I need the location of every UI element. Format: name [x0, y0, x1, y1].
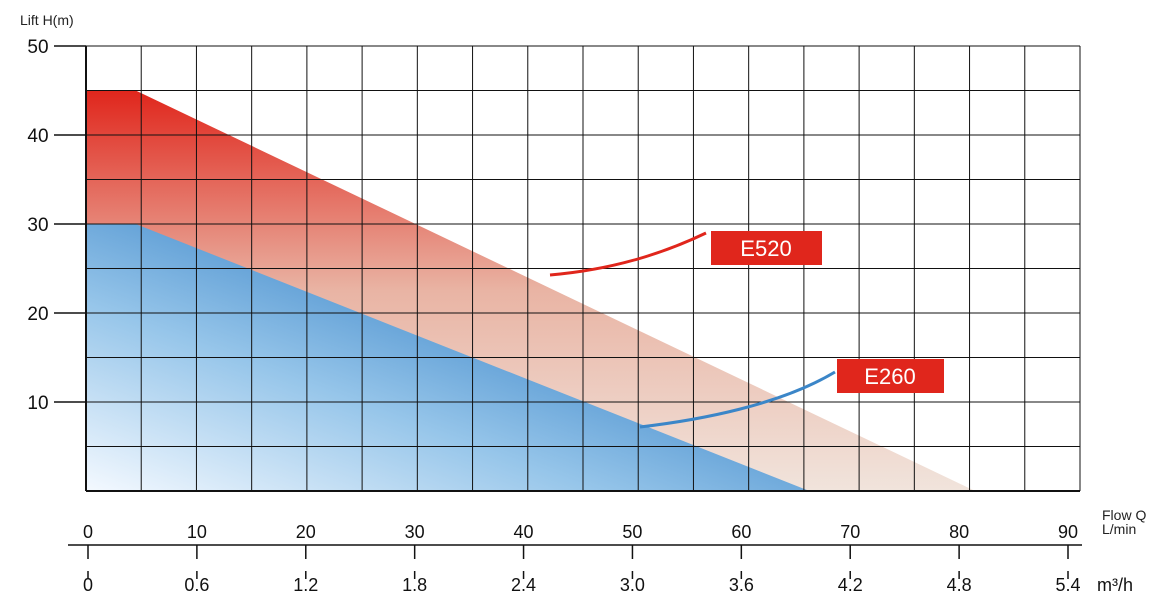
x-axis-unit-primary: L/min: [1102, 521, 1136, 537]
y-axis-title: Lift H(m): [20, 12, 74, 28]
x-tick-label-secondary: 3.0: [620, 575, 645, 595]
y-tick-label: 10: [27, 393, 48, 414]
callout-line-e260: [639, 370, 836, 429]
x-tick-label-secondary: 3.6: [729, 575, 754, 595]
x-tick-label-primary: 70: [840, 522, 860, 542]
series-label-e260: E260: [864, 364, 915, 389]
x-tick-label-secondary: 0: [83, 575, 93, 595]
y-tick-label: 30: [27, 215, 48, 236]
x-tick-label-secondary: 4.2: [838, 575, 863, 595]
x-tick-label-primary: 40: [514, 522, 534, 542]
series-label-box-e260: [837, 359, 944, 393]
x-tick-label-primary: 90: [1058, 522, 1078, 542]
x-tick-label-primary: 60: [731, 522, 751, 542]
x-axis-title: Flow Q: [1102, 507, 1146, 523]
chart-grid: [85, 45, 1081, 492]
x-tick-label-primary: 20: [296, 522, 316, 542]
x-tick-label-secondary: 0.6: [184, 575, 209, 595]
series-label-e520: E520: [740, 236, 791, 261]
y-tick-label: 40: [27, 126, 48, 147]
callout-line-e520: [549, 231, 707, 277]
x-tick-label-secondary: 4.8: [947, 575, 972, 595]
series-label-box-e520: [711, 231, 822, 265]
x-tick-label-secondary: 1.2: [293, 575, 318, 595]
x-tick-label-secondary: 5.4: [1055, 575, 1080, 595]
x-tick-label-primary: 30: [405, 522, 425, 542]
x-tick-label-secondary: 1.8: [402, 575, 427, 595]
x-tick-label-primary: 80: [949, 522, 969, 542]
y-tick-label: 20: [27, 304, 48, 325]
x-tick-label-secondary: 2.4: [511, 575, 536, 595]
x-tick-label-primary: 0: [83, 522, 93, 542]
x-axis-unit-secondary: m³/h: [1097, 575, 1133, 595]
y-tick-label: 50: [27, 37, 48, 58]
x-tick-label-primary: 10: [187, 522, 207, 542]
x-tick-label-primary: 50: [622, 522, 642, 542]
